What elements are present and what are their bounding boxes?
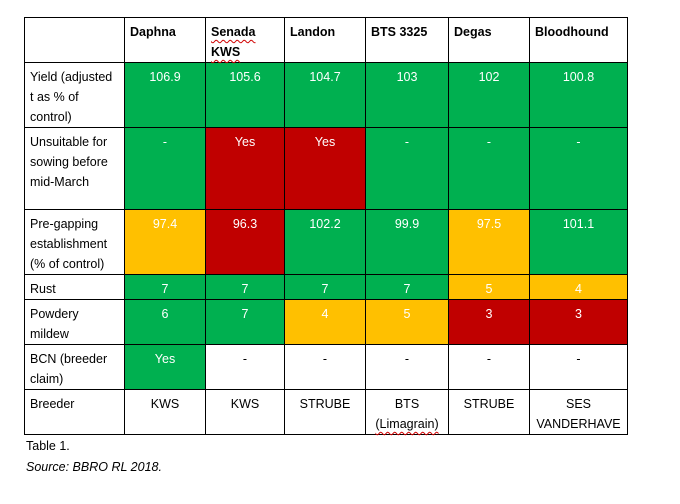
table-row: BCN (breeder claim) Yes - - - - - — [24, 344, 628, 390]
column-header: Senada KWS — [205, 17, 285, 63]
table-row: Pre-gapping establishment (% of control)… — [24, 209, 628, 275]
column-header-text: Senada KWS — [211, 25, 256, 59]
table-row: Unsuitable for sowing before mid-March - Y… — [24, 127, 628, 210]
header-row: Daphna Senada KWS Landon BTS 3325 Degas … — [24, 17, 628, 63]
table-cell: - — [448, 344, 530, 390]
table-cell: 97.4 — [124, 209, 206, 275]
table-cell: 5 — [365, 299, 449, 345]
table-cell: 101.1 — [529, 209, 628, 275]
table-cell: 103 — [365, 62, 449, 128]
table-cell: 3 — [529, 299, 628, 345]
table-row: Yield (adjusted t as % of control) 106.9 1… — [24, 62, 628, 128]
table-cell: - — [205, 344, 285, 390]
table-cell: - — [365, 344, 449, 390]
table-cell: 3 — [448, 299, 530, 345]
row-label: Yield (adjusted t as % of control) — [24, 62, 125, 128]
table-row: Rust 7 7 7 7 5 4 — [24, 274, 628, 300]
table-cell: - — [284, 344, 366, 390]
corner-cell — [24, 17, 125, 63]
table-cell: - — [365, 127, 449, 210]
row-label: Pre-gapping establishment (% of control) — [24, 209, 125, 275]
table-cell: STRUBE — [284, 389, 366, 435]
table-caption: Table 1. — [26, 439, 70, 453]
table-cell: 104.7 — [284, 62, 366, 128]
table-row: Breeder KWS KWS STRUBE BTS (Limagrain) STRUBE S… — [24, 389, 628, 435]
column-header: BTS 3325 — [365, 17, 449, 63]
table-cell: 7 — [365, 274, 449, 300]
row-label: Powdery mildew — [24, 299, 125, 345]
table-cell: 99.9 — [365, 209, 449, 275]
variety-comparison-table: Daphna Senada KWS Landon BTS 3325 Degas … — [24, 17, 628, 435]
table-cell: STRUBE — [448, 389, 530, 435]
table-cell: 105.6 — [205, 62, 285, 128]
table-cell: 6 — [124, 299, 206, 345]
table-cell: - — [124, 127, 206, 210]
table-cell: 100.8 — [529, 62, 628, 128]
table-cell: Yes — [284, 127, 366, 210]
column-header: Daphna — [124, 17, 206, 63]
row-label: Breeder — [24, 389, 125, 435]
table-cell: SES VANDERHAVE — [529, 389, 628, 435]
table-cell: BTS (Limagrain) — [365, 389, 449, 435]
table-cell: 7 — [124, 274, 206, 300]
table-cell: KWS — [124, 389, 206, 435]
table-cell: 102.2 — [284, 209, 366, 275]
table-cell: Yes — [124, 344, 206, 390]
table-cell: 5 — [448, 274, 530, 300]
cell-text-flagged: (Limagrain) — [375, 417, 439, 431]
table-cell: - — [529, 127, 628, 210]
table-cell: 97.5 — [448, 209, 530, 275]
column-header: Bloodhound — [529, 17, 628, 63]
column-header: Landon — [284, 17, 366, 63]
table-source: Source: BBRO RL 2018. — [26, 460, 162, 474]
table-cell: 4 — [529, 274, 628, 300]
row-label: Rust — [24, 274, 125, 300]
table-cell: 106.9 — [124, 62, 206, 128]
table-cell: 7 — [205, 299, 285, 345]
column-header: Degas — [448, 17, 530, 63]
table-cell: KWS — [205, 389, 285, 435]
cell-text: BTS — [394, 397, 420, 411]
table-row: Powdery mildew 6 7 4 5 3 3 — [24, 299, 628, 345]
table-cell: 102 — [448, 62, 530, 128]
table-cell: - — [448, 127, 530, 210]
table-cell: 4 — [284, 299, 366, 345]
table-body: Yield (adjusted t as % of control) 106.9 1… — [24, 62, 628, 435]
table-cell: Yes — [205, 127, 285, 210]
table-cell: 96.3 — [205, 209, 285, 275]
row-label: BCN (breeder claim) — [24, 344, 125, 390]
table-cell: - — [529, 344, 628, 390]
row-label: Unsuitable for sowing before mid-March — [24, 127, 125, 210]
table-cell: 7 — [284, 274, 366, 300]
table-cell: 7 — [205, 274, 285, 300]
